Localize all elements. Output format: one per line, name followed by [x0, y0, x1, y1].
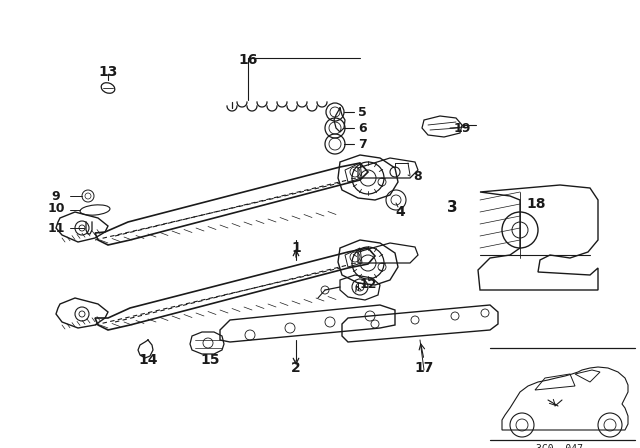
Text: 6: 6 — [358, 121, 367, 134]
Text: 5: 5 — [358, 105, 367, 119]
Text: 18: 18 — [526, 197, 546, 211]
Text: 15: 15 — [200, 353, 220, 367]
Text: 8: 8 — [413, 169, 422, 182]
Text: 3: 3 — [447, 201, 458, 215]
Text: 3C0  047: 3C0 047 — [536, 444, 584, 448]
Text: 11: 11 — [47, 221, 65, 234]
Text: 19: 19 — [454, 121, 472, 134]
Text: 14: 14 — [138, 353, 157, 367]
Text: 10: 10 — [47, 202, 65, 215]
Text: 17: 17 — [414, 361, 434, 375]
Text: 2: 2 — [291, 361, 301, 375]
Text: 1: 1 — [291, 241, 301, 255]
Text: 4: 4 — [395, 205, 405, 219]
Text: 13: 13 — [99, 65, 118, 79]
Text: 16: 16 — [238, 53, 258, 67]
Text: 12: 12 — [359, 277, 377, 290]
Text: 9: 9 — [52, 190, 60, 202]
Text: 7: 7 — [358, 138, 367, 151]
